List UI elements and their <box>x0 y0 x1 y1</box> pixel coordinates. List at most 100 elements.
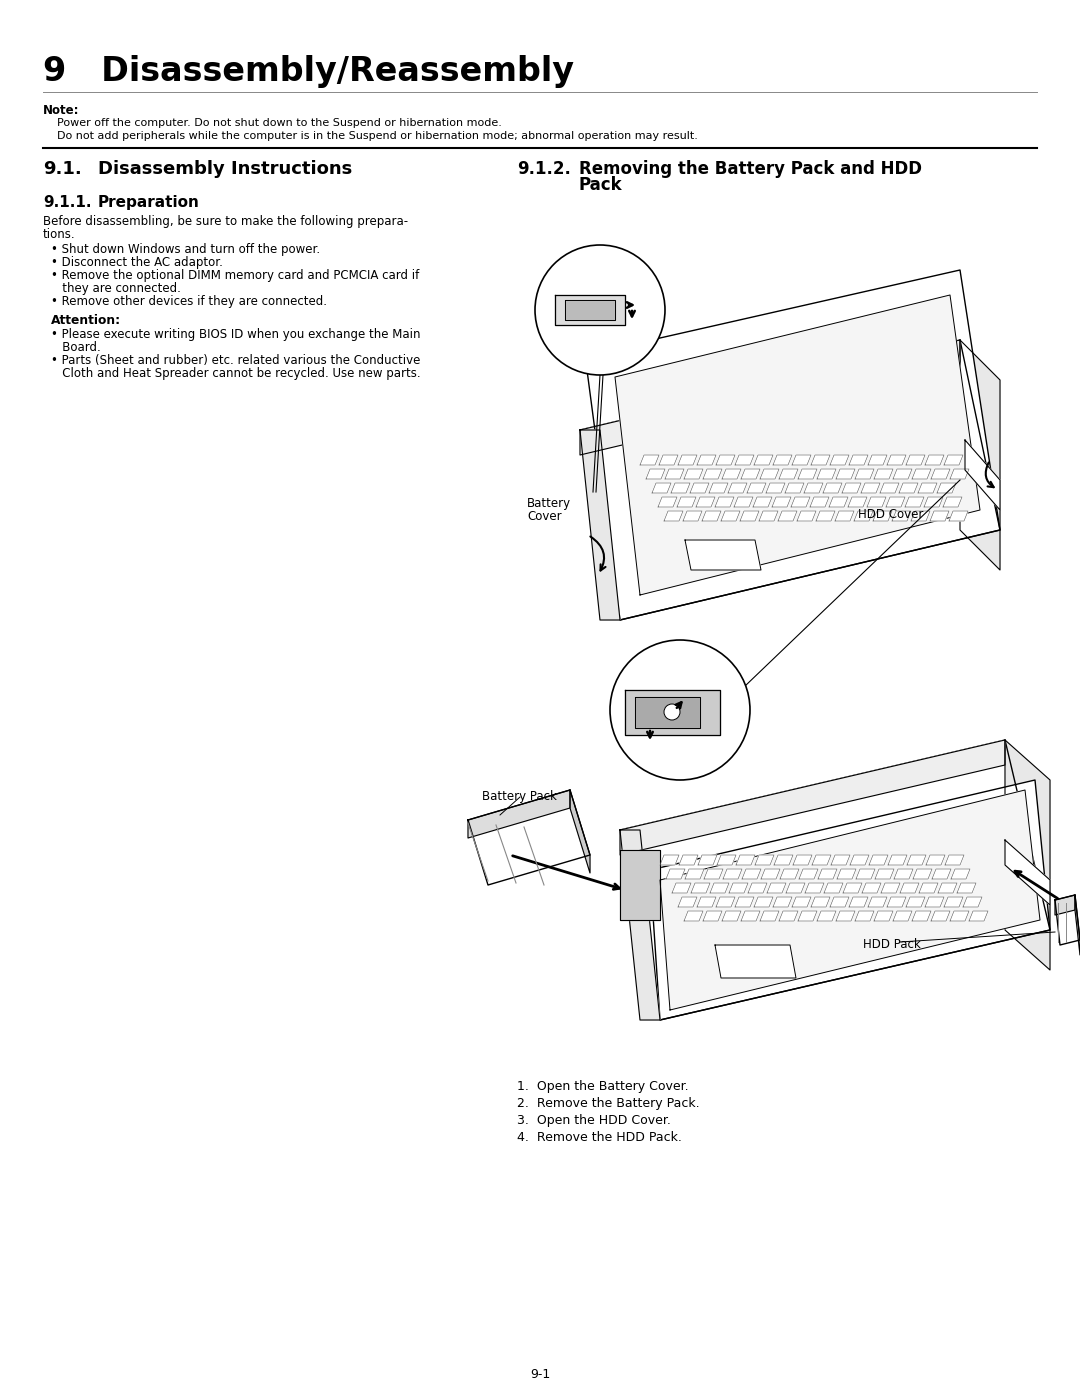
Polygon shape <box>816 911 836 921</box>
Polygon shape <box>779 911 798 921</box>
Polygon shape <box>836 911 855 921</box>
Text: Before disassembling, be sure to make the following prepara-: Before disassembling, be sure to make th… <box>43 215 408 228</box>
Polygon shape <box>741 911 760 921</box>
Text: Attention:: Attention: <box>51 314 121 327</box>
Text: Power off the computer. Do not shut down to the Suspend or hibernation mode.: Power off the computer. Do not shut down… <box>43 117 502 129</box>
Polygon shape <box>580 430 620 620</box>
Polygon shape <box>716 455 735 465</box>
Polygon shape <box>873 511 892 521</box>
Text: 9.1.2.: 9.1.2. <box>517 161 571 177</box>
Polygon shape <box>660 855 679 865</box>
Polygon shape <box>855 911 874 921</box>
Polygon shape <box>944 897 963 907</box>
Polygon shape <box>799 869 818 879</box>
Polygon shape <box>919 883 939 893</box>
Circle shape <box>610 640 750 780</box>
Text: • Disconnect the AC adaptor.: • Disconnect the AC adaptor. <box>51 256 222 270</box>
Polygon shape <box>848 497 867 507</box>
Polygon shape <box>760 911 779 921</box>
Polygon shape <box>792 455 811 465</box>
Polygon shape <box>924 455 944 465</box>
Polygon shape <box>881 883 900 893</box>
Text: • Remove other devices if they are connected.: • Remove other devices if they are conne… <box>51 295 327 307</box>
Polygon shape <box>779 469 798 479</box>
Text: Removing the Battery Pack and HDD: Removing the Battery Pack and HDD <box>579 161 922 177</box>
Polygon shape <box>939 883 957 893</box>
Text: Preparation: Preparation <box>98 196 200 210</box>
Polygon shape <box>926 855 945 865</box>
Polygon shape <box>1005 840 1050 905</box>
Polygon shape <box>710 883 729 893</box>
Polygon shape <box>937 483 956 493</box>
Polygon shape <box>837 869 856 879</box>
Text: Battery: Battery <box>527 497 571 510</box>
Polygon shape <box>960 339 1000 570</box>
Text: Note:: Note: <box>43 103 80 117</box>
Polygon shape <box>818 869 837 879</box>
Polygon shape <box>792 897 811 907</box>
Polygon shape <box>867 497 886 507</box>
Polygon shape <box>850 855 869 865</box>
Polygon shape <box>793 855 812 865</box>
Polygon shape <box>804 483 823 493</box>
Polygon shape <box>1055 895 1075 915</box>
Polygon shape <box>1075 895 1080 956</box>
Polygon shape <box>880 483 899 493</box>
Polygon shape <box>823 483 842 493</box>
Polygon shape <box>723 469 741 479</box>
Polygon shape <box>734 497 753 507</box>
Polygon shape <box>886 497 905 507</box>
Polygon shape <box>658 497 677 507</box>
Polygon shape <box>811 897 831 907</box>
Polygon shape <box>767 883 786 893</box>
Polygon shape <box>874 469 893 479</box>
Polygon shape <box>760 469 779 479</box>
Polygon shape <box>797 511 816 521</box>
Text: 9.1.1.: 9.1.1. <box>43 196 92 210</box>
Text: Do not add peripherals while the computer is in the Suspend or hibernation mode;: Do not add peripherals while the compute… <box>43 131 698 141</box>
Polygon shape <box>811 455 831 465</box>
Polygon shape <box>697 455 716 465</box>
Polygon shape <box>684 469 703 479</box>
Polygon shape <box>735 855 755 865</box>
Text: tions.: tions. <box>43 228 76 242</box>
Polygon shape <box>721 511 740 521</box>
Polygon shape <box>791 497 810 507</box>
Text: 9-1: 9-1 <box>530 1368 550 1382</box>
Polygon shape <box>894 869 913 879</box>
Polygon shape <box>684 911 703 921</box>
Polygon shape <box>646 469 665 479</box>
Polygon shape <box>659 455 678 465</box>
Polygon shape <box>944 455 963 465</box>
Polygon shape <box>966 440 1000 510</box>
Text: 1.  Open the Battery Cover.: 1. Open the Battery Cover. <box>517 1080 689 1092</box>
Polygon shape <box>888 855 907 865</box>
Polygon shape <box>893 469 912 479</box>
Polygon shape <box>759 511 778 521</box>
Polygon shape <box>924 497 943 507</box>
Polygon shape <box>849 897 868 907</box>
Polygon shape <box>677 497 696 507</box>
Polygon shape <box>754 455 773 465</box>
Polygon shape <box>824 883 843 893</box>
Polygon shape <box>829 497 848 507</box>
Text: Cloth and Heat Spreader cannot be recycled. Use new parts.: Cloth and Heat Spreader cannot be recycl… <box>51 367 420 380</box>
Text: 3.  Open the HDD Cover.: 3. Open the HDD Cover. <box>517 1113 671 1127</box>
Text: Board.: Board. <box>51 341 100 353</box>
Polygon shape <box>652 483 671 493</box>
Text: 9   Disassembly/Reassembly: 9 Disassembly/Reassembly <box>43 54 573 88</box>
Polygon shape <box>735 455 754 465</box>
Polygon shape <box>843 883 862 893</box>
Polygon shape <box>945 855 964 865</box>
Polygon shape <box>671 483 690 493</box>
Polygon shape <box>696 497 715 507</box>
Circle shape <box>664 704 680 719</box>
Polygon shape <box>855 469 874 479</box>
Text: Battery Pack: Battery Pack <box>482 789 557 803</box>
Polygon shape <box>570 789 590 873</box>
Polygon shape <box>615 295 980 595</box>
Polygon shape <box>831 455 849 465</box>
Polygon shape <box>836 469 855 479</box>
Polygon shape <box>932 869 951 879</box>
Polygon shape <box>715 944 796 978</box>
